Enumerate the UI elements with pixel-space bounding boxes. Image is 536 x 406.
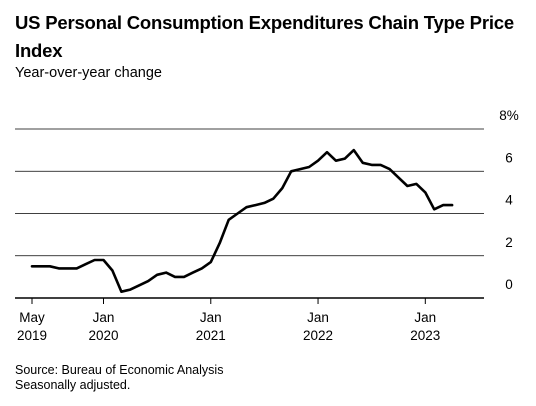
x-tick-label-month-2020-01: Jan [93,310,115,325]
adjustment-note: Seasonally adjusted. [15,378,131,392]
y-tick-label-4: 4 [505,193,513,208]
x-tick-label-month-2023-01: Jan [414,310,436,325]
y-tick-label-6: 6 [505,150,513,165]
chart-subtitle: Year-over-year change [15,65,162,81]
y-tick-label-0: 0 [505,277,513,292]
y-axis-labels: 8% 6 4 2 0 [499,108,519,292]
x-tick-label-year-2019-05: 2019 [17,328,47,343]
x-tick-label-month-2022-01: Jan [307,310,329,325]
x-tick-label-month-2019-05: May [19,310,45,325]
chart-title: US Personal Consumption Expenditures Cha… [15,12,514,61]
x-axis: May 2019 Jan 2020 Jan 2021 Jan 2022 Jan 2023 [15,297,484,343]
x-tick-label-year-2021-01: 2021 [196,328,226,343]
y-tick-label-8: 8% [499,108,519,123]
x-tick-label-year-2023-01: 2023 [410,328,440,343]
x-tick-label-year-2020-01: 2020 [88,328,118,343]
source-note: Source: Bureau of Economic Analysis [15,363,224,377]
series-line-0 [30,148,454,294]
gridlines [15,128,484,257]
y-tick-label-2: 2 [505,235,513,250]
chart-footer: Source: Bureau of Economic Analysis Seas… [15,363,223,393]
x-tick-label-month-2021-01: Jan [200,310,222,325]
x-tick-label-year-2022-01: 2022 [303,328,333,343]
series-layer [30,148,454,294]
